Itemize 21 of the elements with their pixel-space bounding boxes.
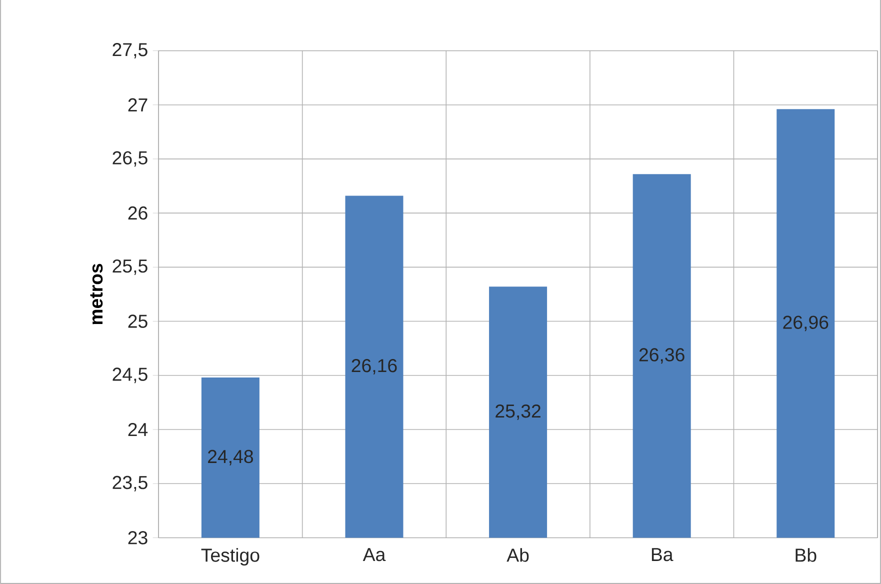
y-tick-label: 24 [128, 422, 148, 436]
y-tick-label: 27,5 [112, 43, 148, 58]
x-tick-label: Ba [652, 548, 674, 562]
y-tick-label: 23 [128, 531, 148, 544]
data-label: 26,96 [783, 316, 828, 332]
data-label: 26,36 [639, 348, 684, 364]
y-tick-label: 26,5 [112, 151, 148, 167]
x-tick-label: Ab [506, 548, 529, 562]
y-tick-label: 25 [128, 314, 148, 328]
data-label: 26,16 [352, 359, 397, 374]
y-tick-label: 27 [128, 98, 148, 112]
x-tick-label: Testigo [201, 548, 260, 566]
y-axis-title: metros [90, 264, 103, 324]
y-tick-label: 23,5 [112, 476, 148, 492]
data-label: 24,48 [208, 450, 253, 466]
y-tick-label: 24,5 [112, 368, 148, 384]
data-label: 25,32 [496, 404, 540, 420]
y-tick-label: 25,5 [112, 259, 148, 275]
x-tick-label: Aa [362, 548, 386, 562]
y-tick-label: 26 [128, 206, 148, 220]
x-tick-label: Bb [796, 548, 816, 562]
